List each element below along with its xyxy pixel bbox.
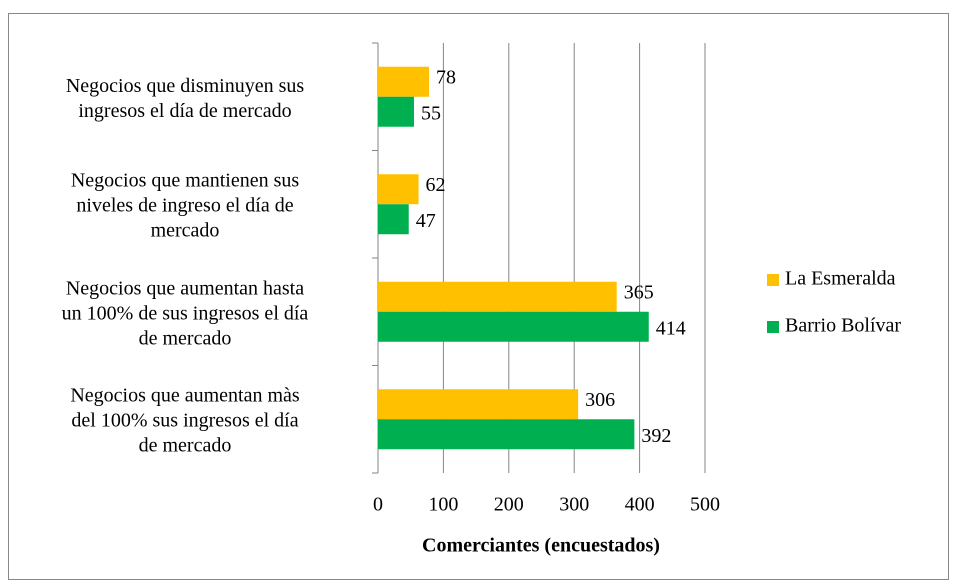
data-label: 414	[656, 317, 686, 339]
data-label: 62	[426, 174, 446, 196]
bar	[378, 66, 430, 97]
x-axis-title: Comerciantes (encuestados)	[422, 535, 660, 557]
bar	[378, 311, 649, 342]
y-tick-label: Negocios que disminuyen sus ingresos el …	[65, 74, 305, 122]
bar	[378, 389, 579, 420]
legend-swatch	[767, 274, 779, 286]
data-label: 306	[585, 389, 615, 411]
data-label: 78	[436, 66, 456, 88]
x-tick-label: 300	[559, 494, 589, 516]
legend-label: Barrio Bolívar	[785, 315, 901, 337]
x-tick-label: 200	[494, 494, 524, 516]
legend-label: La Esmeralda	[785, 268, 896, 290]
y-tick-label: Negocios que mantienen sus niveles de in…	[70, 169, 300, 242]
data-label: 47	[416, 210, 436, 232]
data-label: 55	[421, 102, 441, 124]
bar	[378, 174, 419, 205]
y-tick-label: Negocios que aumentan hasta un 100% de s…	[61, 277, 309, 350]
x-tick-label: 400	[625, 494, 655, 516]
bar	[378, 96, 414, 127]
bar	[378, 204, 409, 235]
legend-swatch	[767, 321, 779, 333]
x-tick-label: 0	[373, 494, 383, 516]
chart-frame	[8, 13, 949, 580]
data-label: 392	[641, 425, 671, 447]
data-label: 365	[624, 281, 654, 303]
bar	[378, 281, 617, 312]
bar	[378, 419, 635, 450]
x-tick-label: 100	[428, 494, 458, 516]
y-tick-label: Negocios que aumentan màs del 100% sus i…	[70, 384, 300, 457]
x-tick-label: 500	[690, 494, 720, 516]
